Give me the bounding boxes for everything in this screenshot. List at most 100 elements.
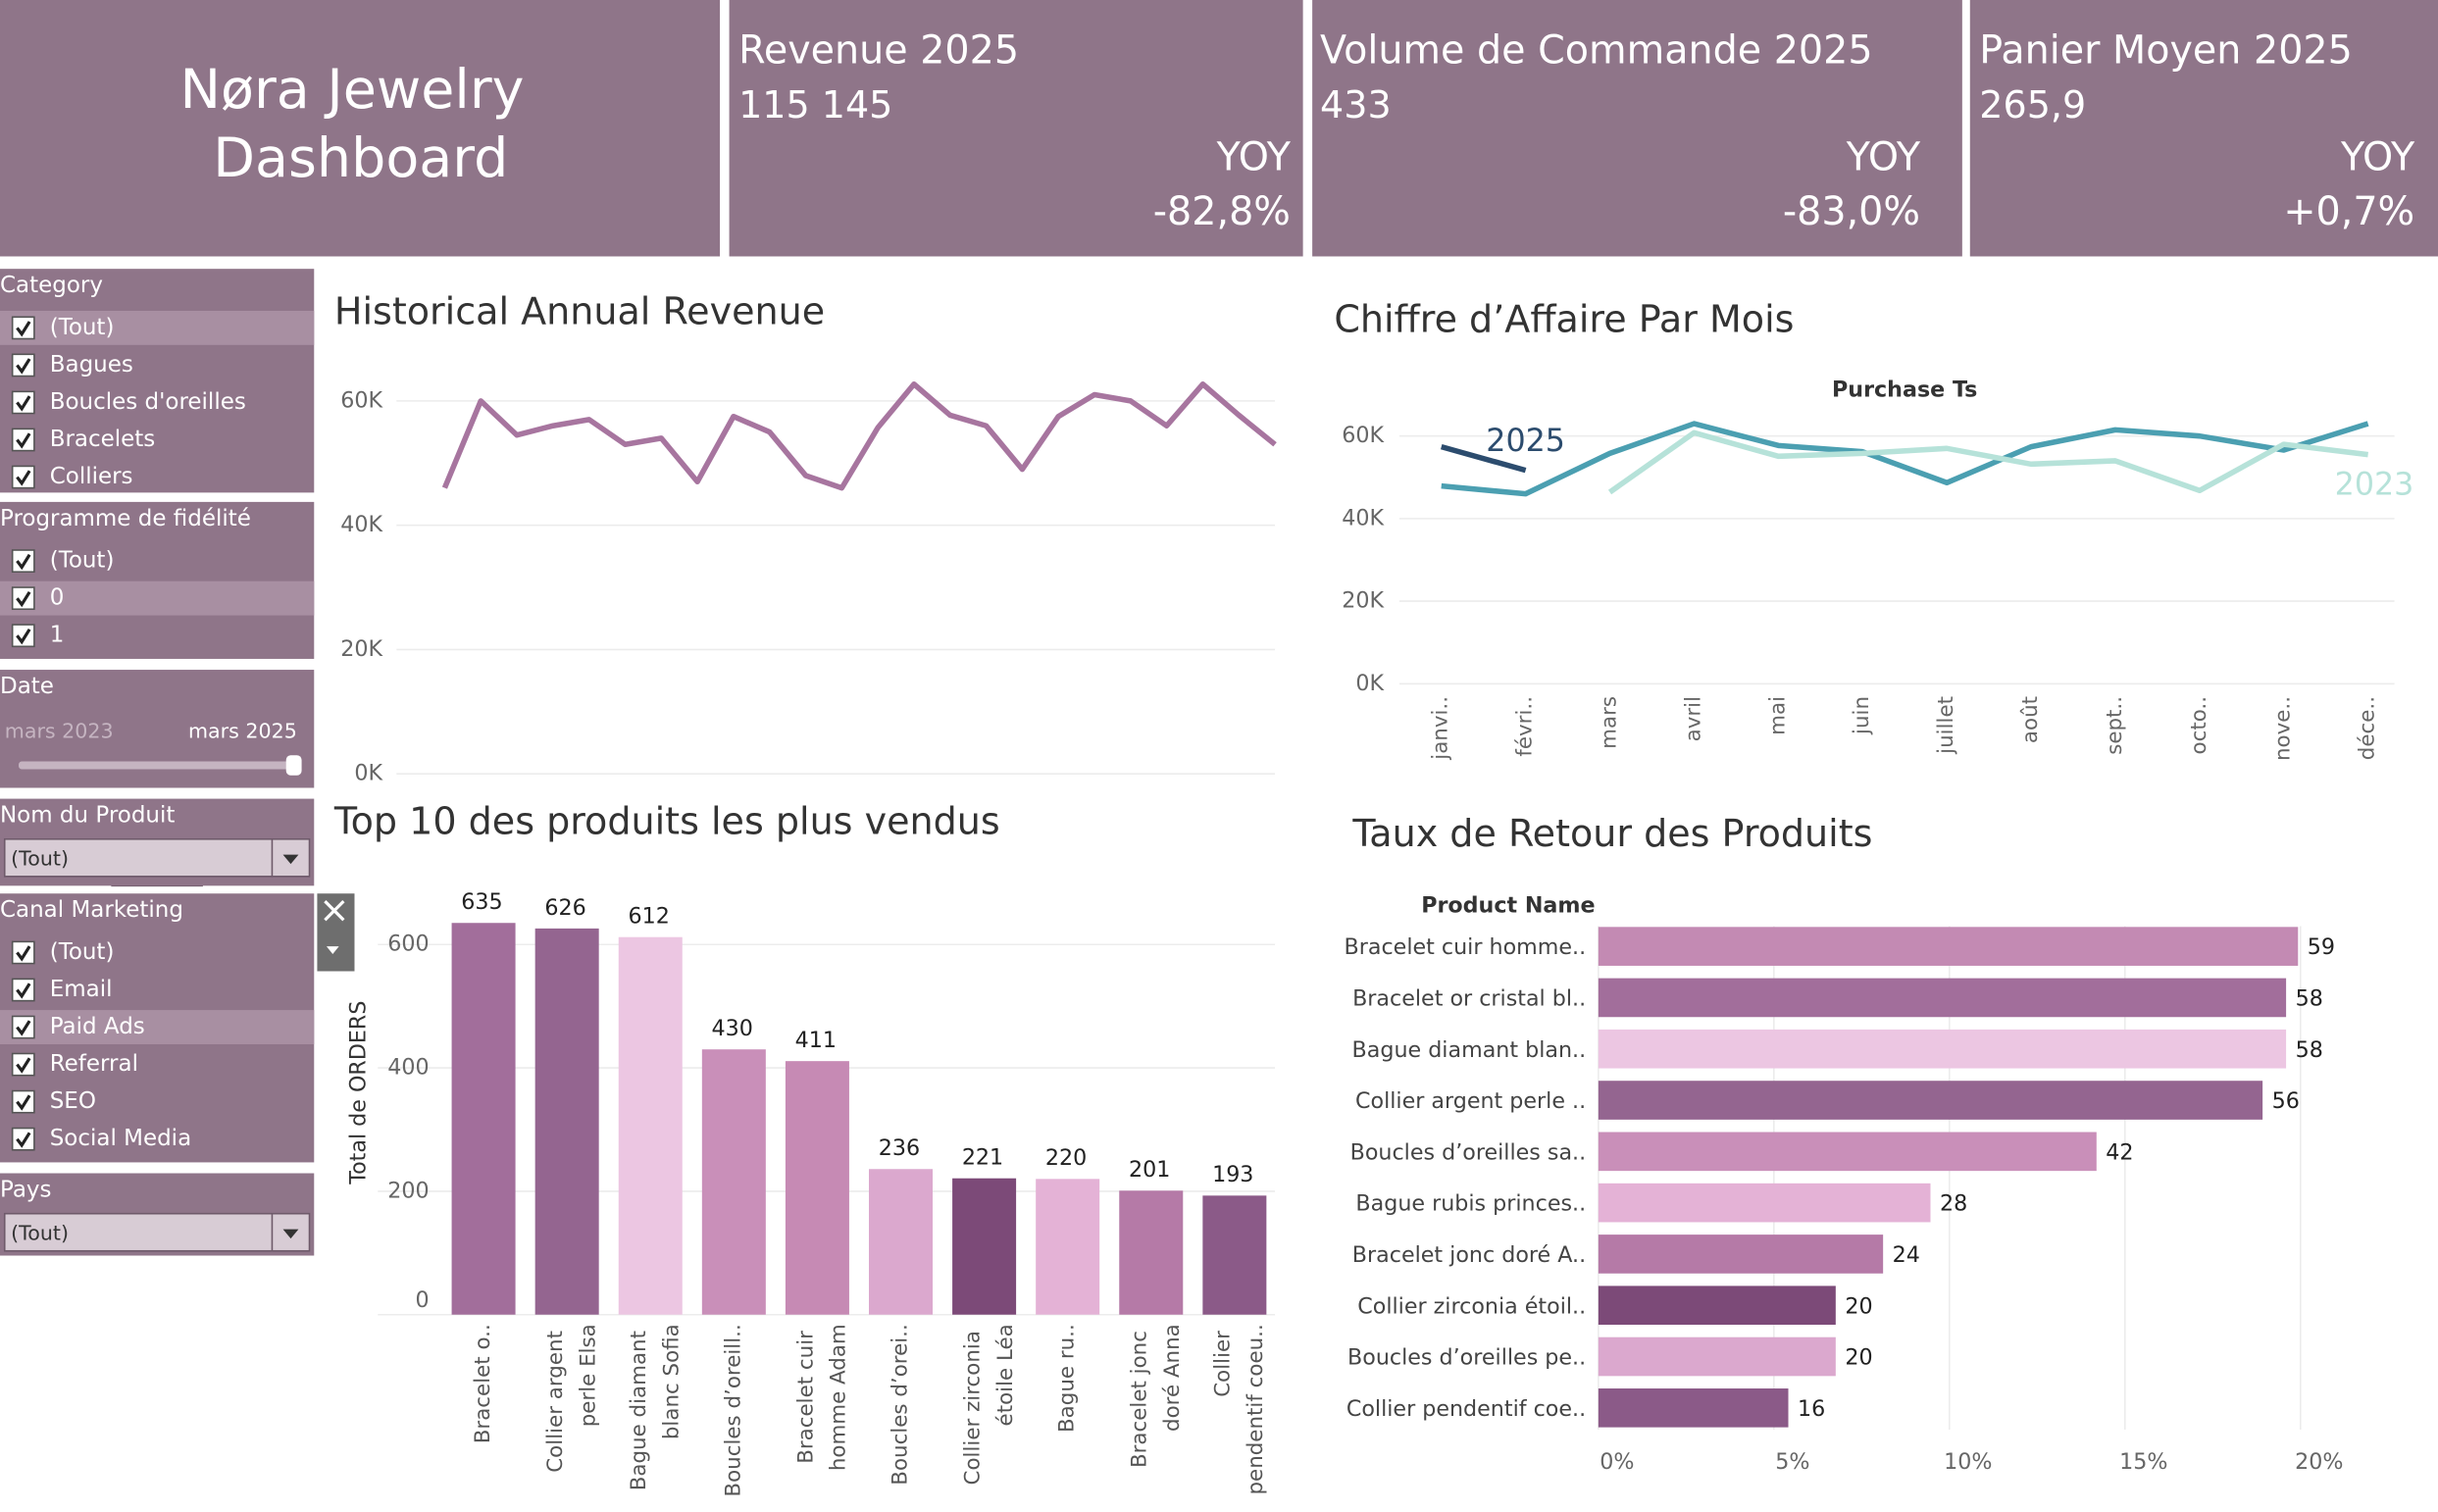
kpi-box [1969,0,2438,257]
data-label: 20 [1845,1345,1872,1371]
checkbox[interactable] [11,428,35,452]
filter-item[interactable]: Paid Ads [50,1014,145,1039]
title-box [0,0,721,257]
close-icon [324,900,345,922]
data-label: 24 [1893,1242,1920,1268]
x-tick-label: 20% [2295,1449,2343,1475]
x-tick-label: janvi.. [1429,696,1453,761]
x-tick-label: Collier argent perle Elsa [543,1324,600,1472]
bar [618,936,683,1315]
y-tick-label: 20K [1342,588,1385,614]
y-tick-label: Collier zirconia étoil.. [1357,1293,1586,1319]
x-tick-label: 0% [1600,1449,1634,1475]
checkbox[interactable] [11,978,35,1002]
checkbox[interactable] [11,940,35,965]
checkbox[interactable] [11,390,35,415]
checkbox[interactable] [11,1052,35,1077]
filter-item[interactable]: (Tout) [50,315,115,340]
bar [1119,1190,1184,1315]
data-label: 193 [1212,1162,1253,1187]
y-tick-label: Bague diamant blan.. [1352,1037,1587,1063]
bar [1598,978,2287,1018]
checkbox[interactable] [11,353,35,378]
data-label: 220 [1045,1145,1087,1171]
y-tick-label: 600 [387,932,429,957]
data-label: 236 [879,1135,920,1161]
y-tick-label: 0K [1355,671,1385,696]
date-end: mars 2025 [188,719,297,742]
x-tick-label: Boucles d’orei.. [889,1324,913,1485]
checkbox[interactable] [11,1127,35,1151]
x-tick-label: mai [1765,696,1790,735]
y-tick-label: 400 [387,1055,429,1081]
filter-item[interactable]: Colliers [50,464,133,489]
x-tick-label: févri.. [1513,696,1538,757]
y-tick-label: 200 [387,1178,429,1203]
data-label: 430 [712,1016,753,1041]
kpi-title: Panier Moyen 2025 [1979,27,2353,73]
check-mark [16,590,31,608]
check-mark [16,983,31,999]
filter-item[interactable]: 0 [50,585,65,611]
data-label: 411 [795,1028,837,1053]
check-mark [16,553,31,571]
kpi-yoy: +0,7% [2283,189,2414,234]
chart-title: Taux de Retour des Produits [1351,812,1872,855]
y-tick-label: 40K [1342,505,1385,530]
data-label: 56 [2272,1088,2300,1114]
check-mark [16,432,31,449]
checkbox[interactable] [11,465,35,489]
filter-item[interactable]: Bagues [50,352,133,378]
filter-title: Date [0,674,54,699]
filter-title: Nom du Produit [0,803,175,829]
y-tick-label: Collier pendentif coe.. [1346,1396,1586,1422]
data-label: 16 [1798,1396,1825,1422]
bar [1598,1081,2263,1120]
check-mark [16,321,31,337]
y-tick-label: 0 [415,1287,429,1313]
bar [952,1178,1017,1315]
x-tick-label: Bracelet o.. [471,1324,495,1443]
filter-item[interactable]: Social Media [50,1126,191,1151]
data-label: 58 [2296,1037,2323,1063]
date-slider-handle[interactable] [285,755,302,776]
filter-item[interactable]: Bracelets [50,427,156,452]
dropdown[interactable] [3,1212,311,1252]
filter-item[interactable]: 1 [50,623,65,648]
bar [869,1169,934,1315]
filter-item[interactable]: SEO [50,1088,96,1114]
filter-close-button[interactable] [317,893,355,972]
bar [1598,1388,1789,1428]
x-tick-label: Collier pendentif coeu.. [1211,1324,1268,1494]
kpi-value: 115 145 [738,83,892,126]
chart-title: Historical Annual Revenue [334,290,825,333]
filter-item[interactable]: (Tout) [50,548,115,574]
bar [451,923,516,1315]
data-label: 221 [962,1145,1003,1171]
check-mark [16,1094,31,1111]
bar [1598,1029,2287,1069]
check-mark [16,358,31,375]
filter-item[interactable]: Referral [50,1051,138,1077]
menu-icon [326,946,339,955]
y-tick-label: 60K [340,387,383,413]
x-tick-label: Collier zirconia étoile Léa [960,1324,1017,1485]
y-tick-label: Collier argent perle .. [1355,1088,1586,1114]
chart-title: Top 10 des produits les plus vendus [333,799,1000,842]
filter-item[interactable]: Boucles d'oreilles [50,389,246,415]
date-slider-track [19,761,293,770]
x-tick-label: 10% [1944,1449,1992,1475]
filter-title: Canal Marketing [0,897,183,923]
series-line [1440,443,1527,474]
checkbox[interactable] [11,549,35,573]
filter-title: Category [0,273,103,298]
filter-item[interactable]: Email [50,977,113,1002]
dropdown[interactable] [3,837,311,878]
checkbox[interactable] [11,586,35,611]
checkbox[interactable] [11,1015,35,1039]
checkbox[interactable] [11,624,35,648]
checkbox[interactable] [11,1089,35,1114]
filter-item[interactable]: (Tout) [50,939,115,965]
check-mark [16,945,31,962]
checkbox[interactable] [11,316,35,340]
